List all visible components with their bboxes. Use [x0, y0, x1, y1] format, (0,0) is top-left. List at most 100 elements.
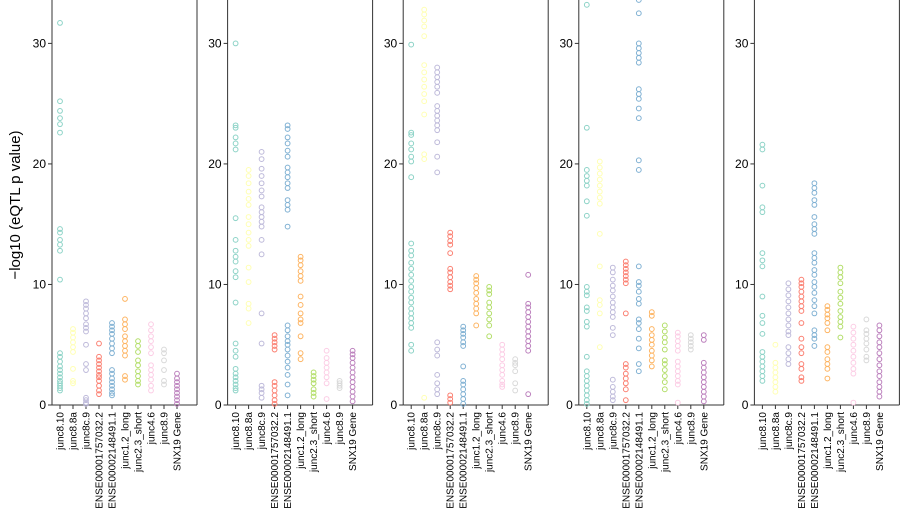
- data-point: [759, 263, 766, 270]
- y-tick-label: 10: [559, 277, 573, 291]
- data-point: [245, 188, 252, 195]
- data-point: [460, 327, 467, 334]
- data-point: [583, 167, 590, 173]
- data-point: [434, 386, 441, 393]
- data-point: [622, 258, 629, 265]
- data-point: [297, 310, 304, 317]
- data-point: [434, 122, 441, 129]
- data-point: [122, 352, 128, 359]
- data-point: [421, 11, 428, 18]
- data-point: [850, 353, 857, 360]
- data-point: [863, 327, 870, 334]
- data-point: [837, 269, 844, 276]
- data-point: [525, 271, 532, 278]
- data-point: [596, 194, 603, 201]
- data-point: [609, 282, 616, 289]
- data-point: [837, 323, 844, 330]
- data-point: [635, 167, 642, 173]
- data-point: [648, 357, 655, 364]
- data-point: [811, 327, 818, 334]
- y-tick-label: 20: [208, 157, 222, 171]
- data-point: [83, 310, 89, 317]
- data-point: [700, 332, 707, 338]
- data-point: [837, 274, 844, 281]
- x-tick-label: junc4.6: [322, 412, 333, 446]
- data-point: [434, 117, 441, 124]
- x-tick-label: SNX19 Gene: [348, 412, 359, 471]
- x-tick-label: ENSE00002148491.1: [283, 412, 294, 509]
- data-point: [57, 387, 63, 394]
- data-point: [109, 382, 115, 389]
- data-point: [460, 391, 467, 398]
- data-point: [759, 363, 766, 370]
- data-point: [245, 229, 252, 236]
- data-point: [349, 384, 356, 390]
- data-point: [759, 377, 766, 384]
- x-tick-label: junc8c.9: [257, 412, 268, 451]
- data-point: [876, 362, 883, 369]
- data-point: [434, 64, 441, 71]
- data-point: [772, 374, 779, 381]
- data-point: [122, 347, 128, 354]
- data-point: [245, 195, 252, 202]
- x-tick-label: ENSE00001757032.2: [797, 412, 808, 509]
- data-point: [635, 50, 642, 56]
- data-point: [596, 188, 603, 195]
- data-point: [609, 384, 616, 390]
- data-point: [135, 349, 141, 355]
- x-tick-label: junc2.3_short: [309, 412, 320, 473]
- data-point: [421, 111, 428, 118]
- data-point: [759, 312, 766, 319]
- data-point: [635, 320, 642, 326]
- data-point: [96, 357, 102, 364]
- data-point: [635, 45, 642, 52]
- data-point: [434, 380, 441, 387]
- data-point: [297, 320, 304, 326]
- data-point: [232, 40, 239, 47]
- data-point: [258, 209, 265, 216]
- data-point: [661, 367, 668, 373]
- data-point: [772, 364, 779, 371]
- data-point: [83, 367, 89, 373]
- data-point: [811, 332, 818, 338]
- data-point: [284, 174, 291, 181]
- data-point: [161, 346, 167, 353]
- data-point: [460, 386, 467, 393]
- data-point: [811, 259, 818, 266]
- data-point: [811, 283, 818, 290]
- data-point: [460, 377, 467, 384]
- data-point: [245, 320, 252, 326]
- data-point: [798, 377, 805, 384]
- data-point: [674, 343, 681, 349]
- x-tick-label: junc8.10: [758, 412, 769, 451]
- data-point: [700, 384, 707, 390]
- data-point: [349, 359, 356, 366]
- data-point: [148, 327, 154, 334]
- data-point: [811, 303, 818, 310]
- data-point: [863, 316, 870, 323]
- data-point: [850, 347, 857, 354]
- data-point: [772, 384, 779, 390]
- data-point: [583, 292, 590, 299]
- data-point: [349, 388, 356, 395]
- data-point: [648, 347, 655, 354]
- y-tick-label: 0: [566, 398, 573, 412]
- data-point: [408, 315, 415, 322]
- data-point: [798, 320, 805, 326]
- data-point: [297, 293, 304, 300]
- data-point: [310, 380, 317, 387]
- data-point: [622, 386, 629, 393]
- data-point: [96, 361, 102, 367]
- data-point: [486, 283, 493, 290]
- data-point: [460, 330, 467, 337]
- data-point: [674, 399, 681, 406]
- data-point: [635, 0, 642, 3]
- data-point: [232, 385, 239, 392]
- data-point: [271, 392, 278, 399]
- data-point: [759, 257, 766, 264]
- x-tick-label: ENSE00002148491.1: [459, 412, 470, 509]
- data-point: [57, 247, 63, 254]
- data-point: [258, 187, 265, 194]
- data-point: [596, 158, 603, 165]
- y-tick-label: 20: [384, 157, 398, 171]
